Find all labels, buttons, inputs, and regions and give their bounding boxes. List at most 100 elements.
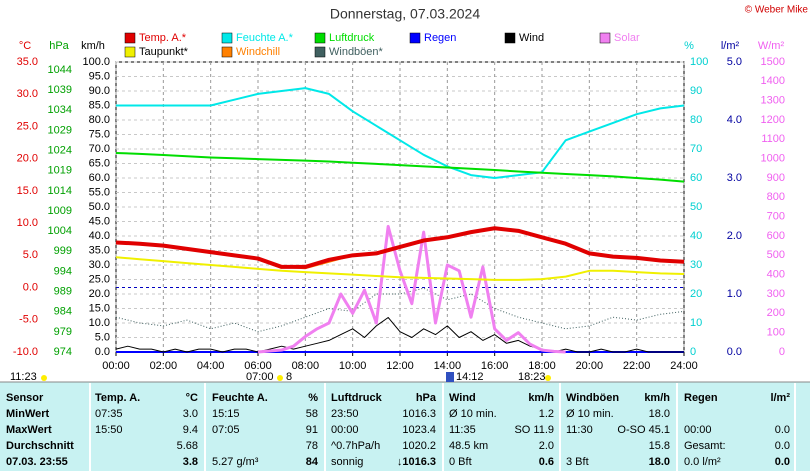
y-tick-label: 20.0 bbox=[17, 153, 38, 165]
y-tick-label: 974 bbox=[54, 346, 72, 358]
y-tick-label: 90.0 bbox=[89, 85, 110, 97]
x-tick-label: 10:00 bbox=[339, 360, 367, 372]
table-background bbox=[0, 382, 810, 471]
table-header: km/h bbox=[644, 392, 670, 404]
y-tick-label: 35.0 bbox=[89, 244, 110, 256]
y-tick-label: 45.0 bbox=[89, 215, 110, 227]
sun-marker bbox=[545, 375, 551, 381]
y-tick-label: 700 bbox=[767, 211, 785, 223]
y-tick-label: -5.0 bbox=[19, 314, 38, 326]
annotation: 18:23 bbox=[518, 371, 546, 383]
annotation: 11:23 bbox=[10, 371, 37, 383]
y-tick-label: 1009 bbox=[48, 205, 72, 217]
table-header: Regen bbox=[684, 392, 718, 404]
y-tick-label: 25.0 bbox=[17, 120, 38, 132]
series-line bbox=[115, 316, 684, 353]
table-cell: 3.8 bbox=[183, 456, 198, 468]
table-cell: 07:05 bbox=[212, 424, 240, 436]
y-tick-label: 1.0 bbox=[727, 288, 742, 300]
legend-swatch bbox=[221, 32, 233, 44]
moon-marker bbox=[446, 372, 454, 382]
table-cell: 18.0 bbox=[649, 408, 670, 420]
y-tick-label: 20 bbox=[690, 288, 702, 300]
table-cell: 0.0 bbox=[775, 440, 790, 452]
legend-swatch bbox=[409, 32, 421, 44]
y-tick-label: 35.0 bbox=[17, 56, 38, 68]
table-cell: SO 11.9 bbox=[514, 424, 554, 436]
table-cell: Ø 10 min. bbox=[566, 408, 614, 420]
y-tick-label: 70.0 bbox=[89, 143, 110, 155]
y-tick-label: 300 bbox=[767, 288, 785, 300]
legend-label: Regen bbox=[424, 32, 456, 44]
y-tick-label: 1014 bbox=[48, 185, 72, 197]
legend-label: Windböen* bbox=[329, 46, 384, 58]
series-line bbox=[115, 256, 685, 281]
sun-marker bbox=[41, 375, 47, 381]
legend-label: Temp. A.* bbox=[139, 32, 187, 44]
y-tick-label: 5.0 bbox=[727, 56, 742, 68]
axis-unit: hPa bbox=[49, 40, 69, 52]
y-tick-label: 900 bbox=[767, 172, 785, 184]
y-tick-label: 65.0 bbox=[89, 157, 110, 169]
legend-swatch bbox=[599, 32, 611, 44]
legend-swatch bbox=[504, 32, 516, 44]
y-tick-label: 3.0 bbox=[727, 172, 742, 184]
table-cell: ↓1016.3 bbox=[397, 456, 436, 468]
table-cell: 5.68 bbox=[177, 440, 198, 452]
annotation: 8 bbox=[286, 371, 292, 383]
y-tick-label: 1100 bbox=[761, 133, 785, 145]
table-cell: MinWert bbox=[6, 408, 50, 420]
y-tick-label: 20.0 bbox=[89, 288, 110, 300]
axis-unit: W/m² bbox=[758, 40, 785, 52]
table-cell: 07:35 bbox=[95, 408, 123, 420]
y-tick-label: 30 bbox=[690, 259, 702, 271]
table-cell: 18.0 bbox=[649, 456, 670, 468]
axis-unit: % bbox=[684, 40, 694, 52]
y-tick-label: 1300 bbox=[761, 95, 785, 107]
table-cell: O-SO 45.1 bbox=[617, 424, 670, 436]
series-line bbox=[257, 224, 566, 354]
y-tick-label: -10.0 bbox=[13, 346, 38, 358]
x-tick-label: 12:00 bbox=[386, 360, 414, 372]
y-tick-label: 1000 bbox=[761, 153, 785, 165]
table-cell: 84 bbox=[306, 456, 319, 468]
y-tick-label: 95.0 bbox=[89, 70, 110, 82]
y-tick-label: 10 bbox=[690, 317, 702, 329]
table-cell: 91 bbox=[306, 424, 318, 436]
table-cell: 23:50 bbox=[331, 408, 359, 420]
legend-swatch bbox=[221, 46, 233, 58]
x-tick-label: 22:00 bbox=[623, 360, 651, 372]
y-tick-label: 1029 bbox=[48, 124, 72, 136]
table-cell: 9.4 bbox=[183, 424, 198, 436]
legend-swatch bbox=[124, 32, 136, 44]
x-tick-label: 18:00 bbox=[528, 360, 556, 372]
legend-swatch bbox=[314, 32, 326, 44]
y-tick-label: 0.0 bbox=[95, 346, 110, 358]
y-tick-label: 30.0 bbox=[17, 88, 38, 100]
x-tick-label: 16:00 bbox=[481, 360, 509, 372]
table-cell: 0.6 bbox=[539, 456, 554, 468]
table-cell: 1.2 bbox=[539, 408, 554, 420]
legend-label: Luftdruck bbox=[329, 32, 375, 44]
table-cell: Ø 10 min. bbox=[449, 408, 497, 420]
chart-title: Donnerstag, 07.03.2024 bbox=[330, 6, 480, 22]
table-header: Windböen bbox=[566, 392, 619, 404]
table-header: l/m² bbox=[770, 392, 790, 404]
x-tick-label: 06:00 bbox=[244, 360, 272, 372]
table-cell: 00:00 bbox=[684, 424, 712, 436]
sun-marker bbox=[277, 375, 283, 381]
table-cell: 1016.3 bbox=[402, 408, 436, 420]
y-tick-label: 25.0 bbox=[89, 273, 110, 285]
table-cell: MaxWert bbox=[6, 424, 52, 436]
y-tick-label: 55.0 bbox=[89, 186, 110, 198]
table-header: km/h bbox=[528, 392, 554, 404]
table-cell: Gesamt: bbox=[684, 440, 726, 452]
y-tick-label: 0 bbox=[779, 346, 785, 358]
y-tick-label: 1044 bbox=[48, 64, 72, 76]
y-tick-label: 500 bbox=[767, 249, 785, 261]
table-header: Wind bbox=[449, 392, 476, 404]
legend-label: Feuchte A.* bbox=[236, 32, 294, 44]
axis-unit: km/h bbox=[81, 40, 105, 52]
table-cell: 0.0 bbox=[775, 456, 790, 468]
